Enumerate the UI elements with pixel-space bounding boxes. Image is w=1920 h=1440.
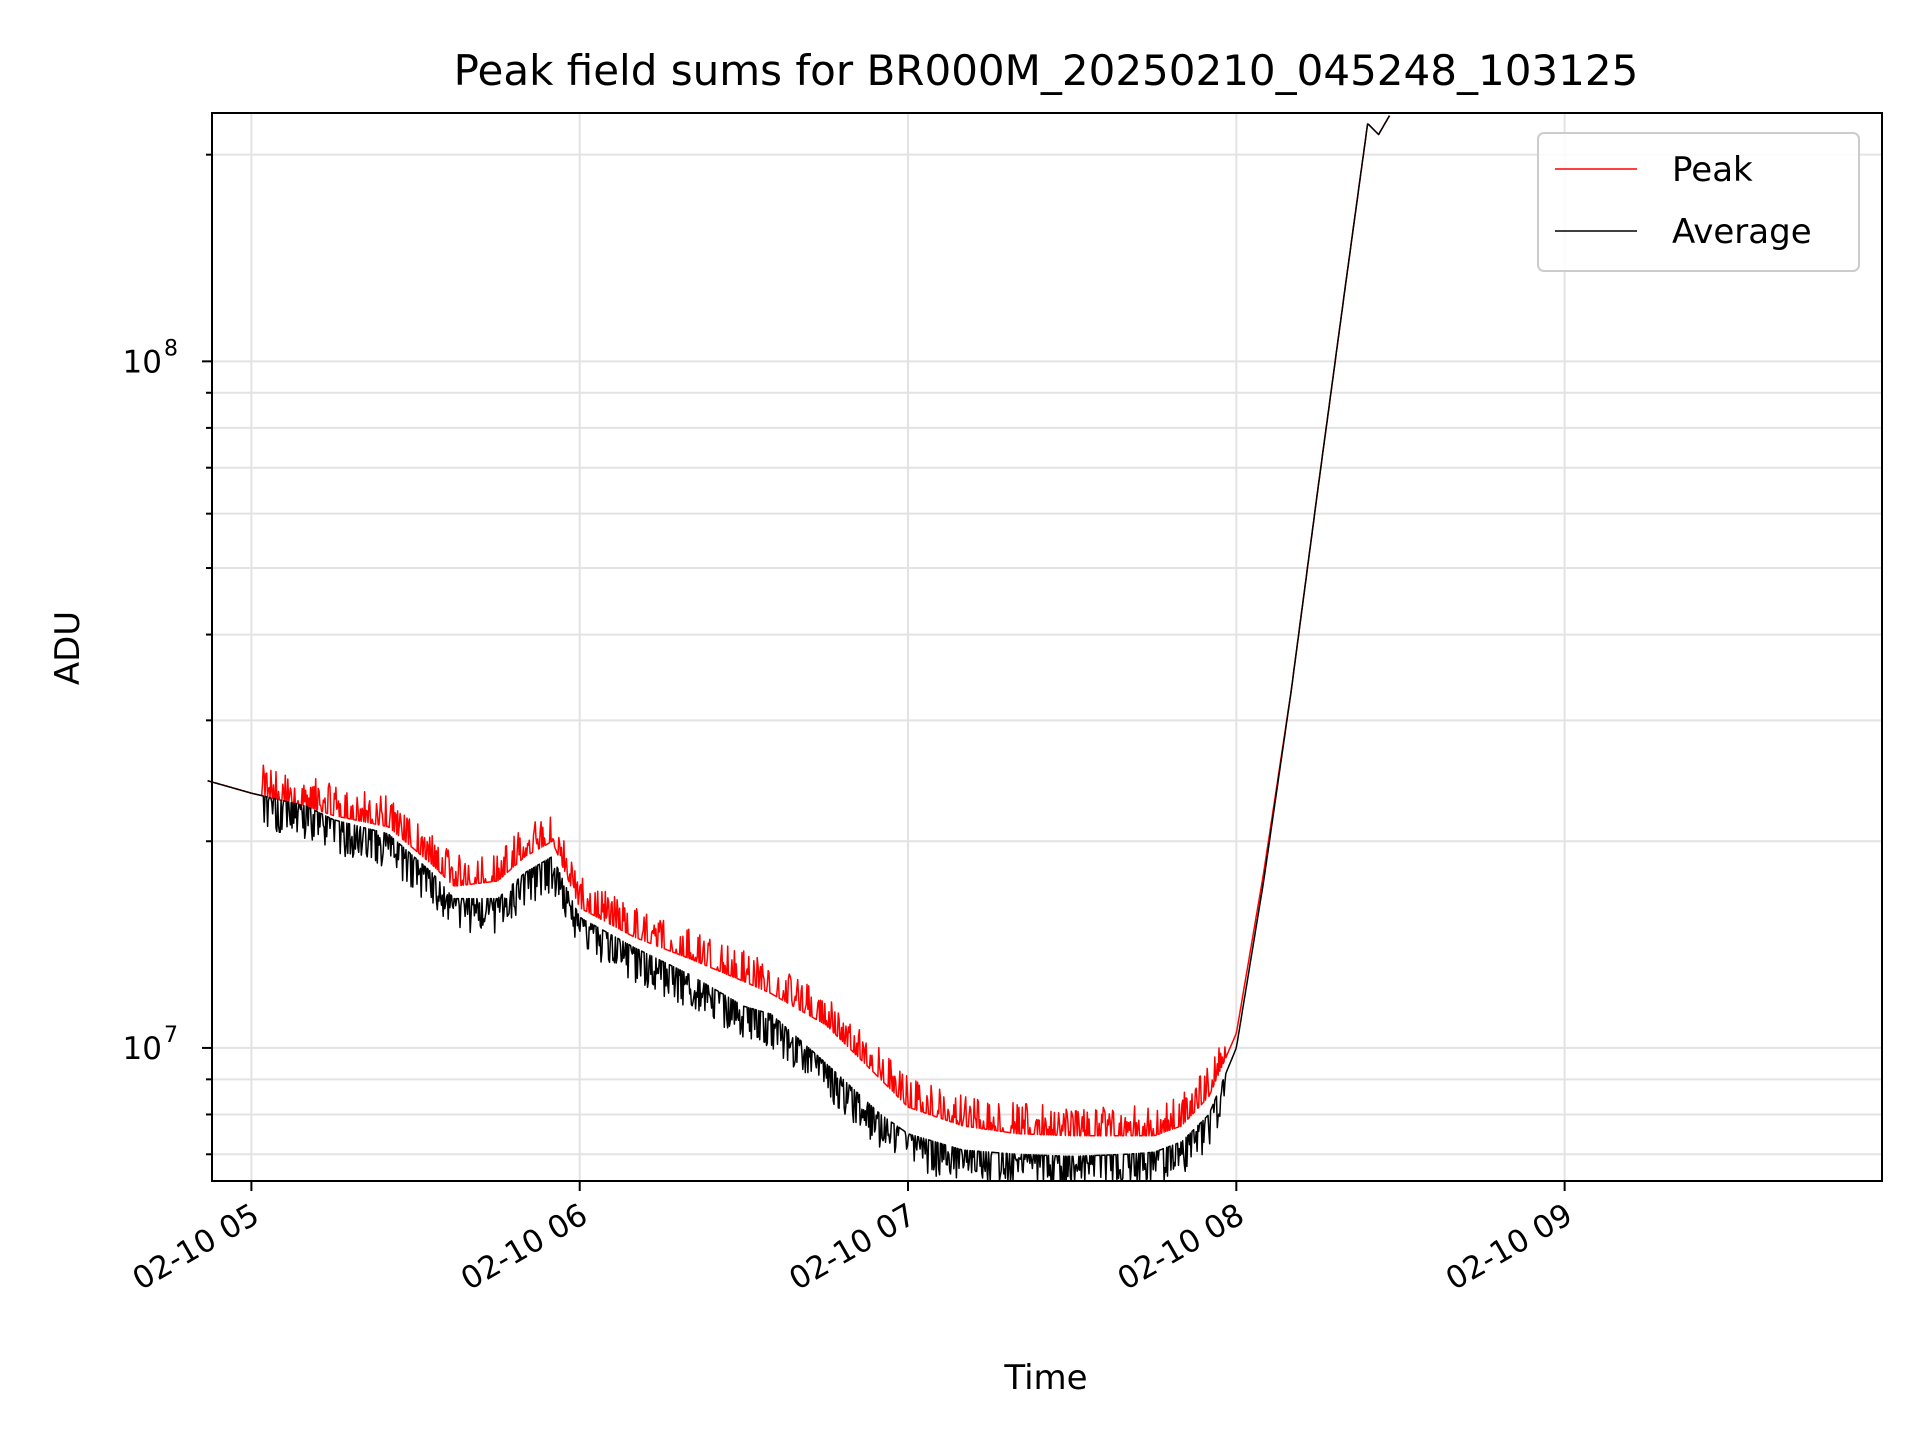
y-axis-label: ADU	[48, 611, 88, 685]
chart-title: Peak field sums for BR000M_20250210_0452…	[454, 46, 1639, 95]
legend-box	[1537, 132, 1860, 272]
y-tick-base: 10	[123, 1031, 162, 1067]
grid	[212, 113, 1882, 1181]
y-tick-exponent: 7	[164, 1023, 178, 1048]
legend-peak-label: Peak	[1672, 150, 1753, 190]
plot-frame	[211, 112, 1883, 1182]
x-axis-label: Time	[1003, 1358, 1087, 1398]
series-line-average	[207, 115, 1391, 1182]
y-tick-exponent: 8	[164, 336, 178, 361]
legend-average-label: Average	[1672, 212, 1812, 252]
series-line-peak	[207, 115, 1391, 1137]
plot-lines	[207, 115, 1391, 1182]
y-tick-label: 10	[123, 1031, 162, 1067]
y-tick-label: 10	[123, 344, 162, 380]
y-tick-base: 10	[123, 344, 162, 380]
legend: Peak Average	[1537, 132, 1860, 272]
